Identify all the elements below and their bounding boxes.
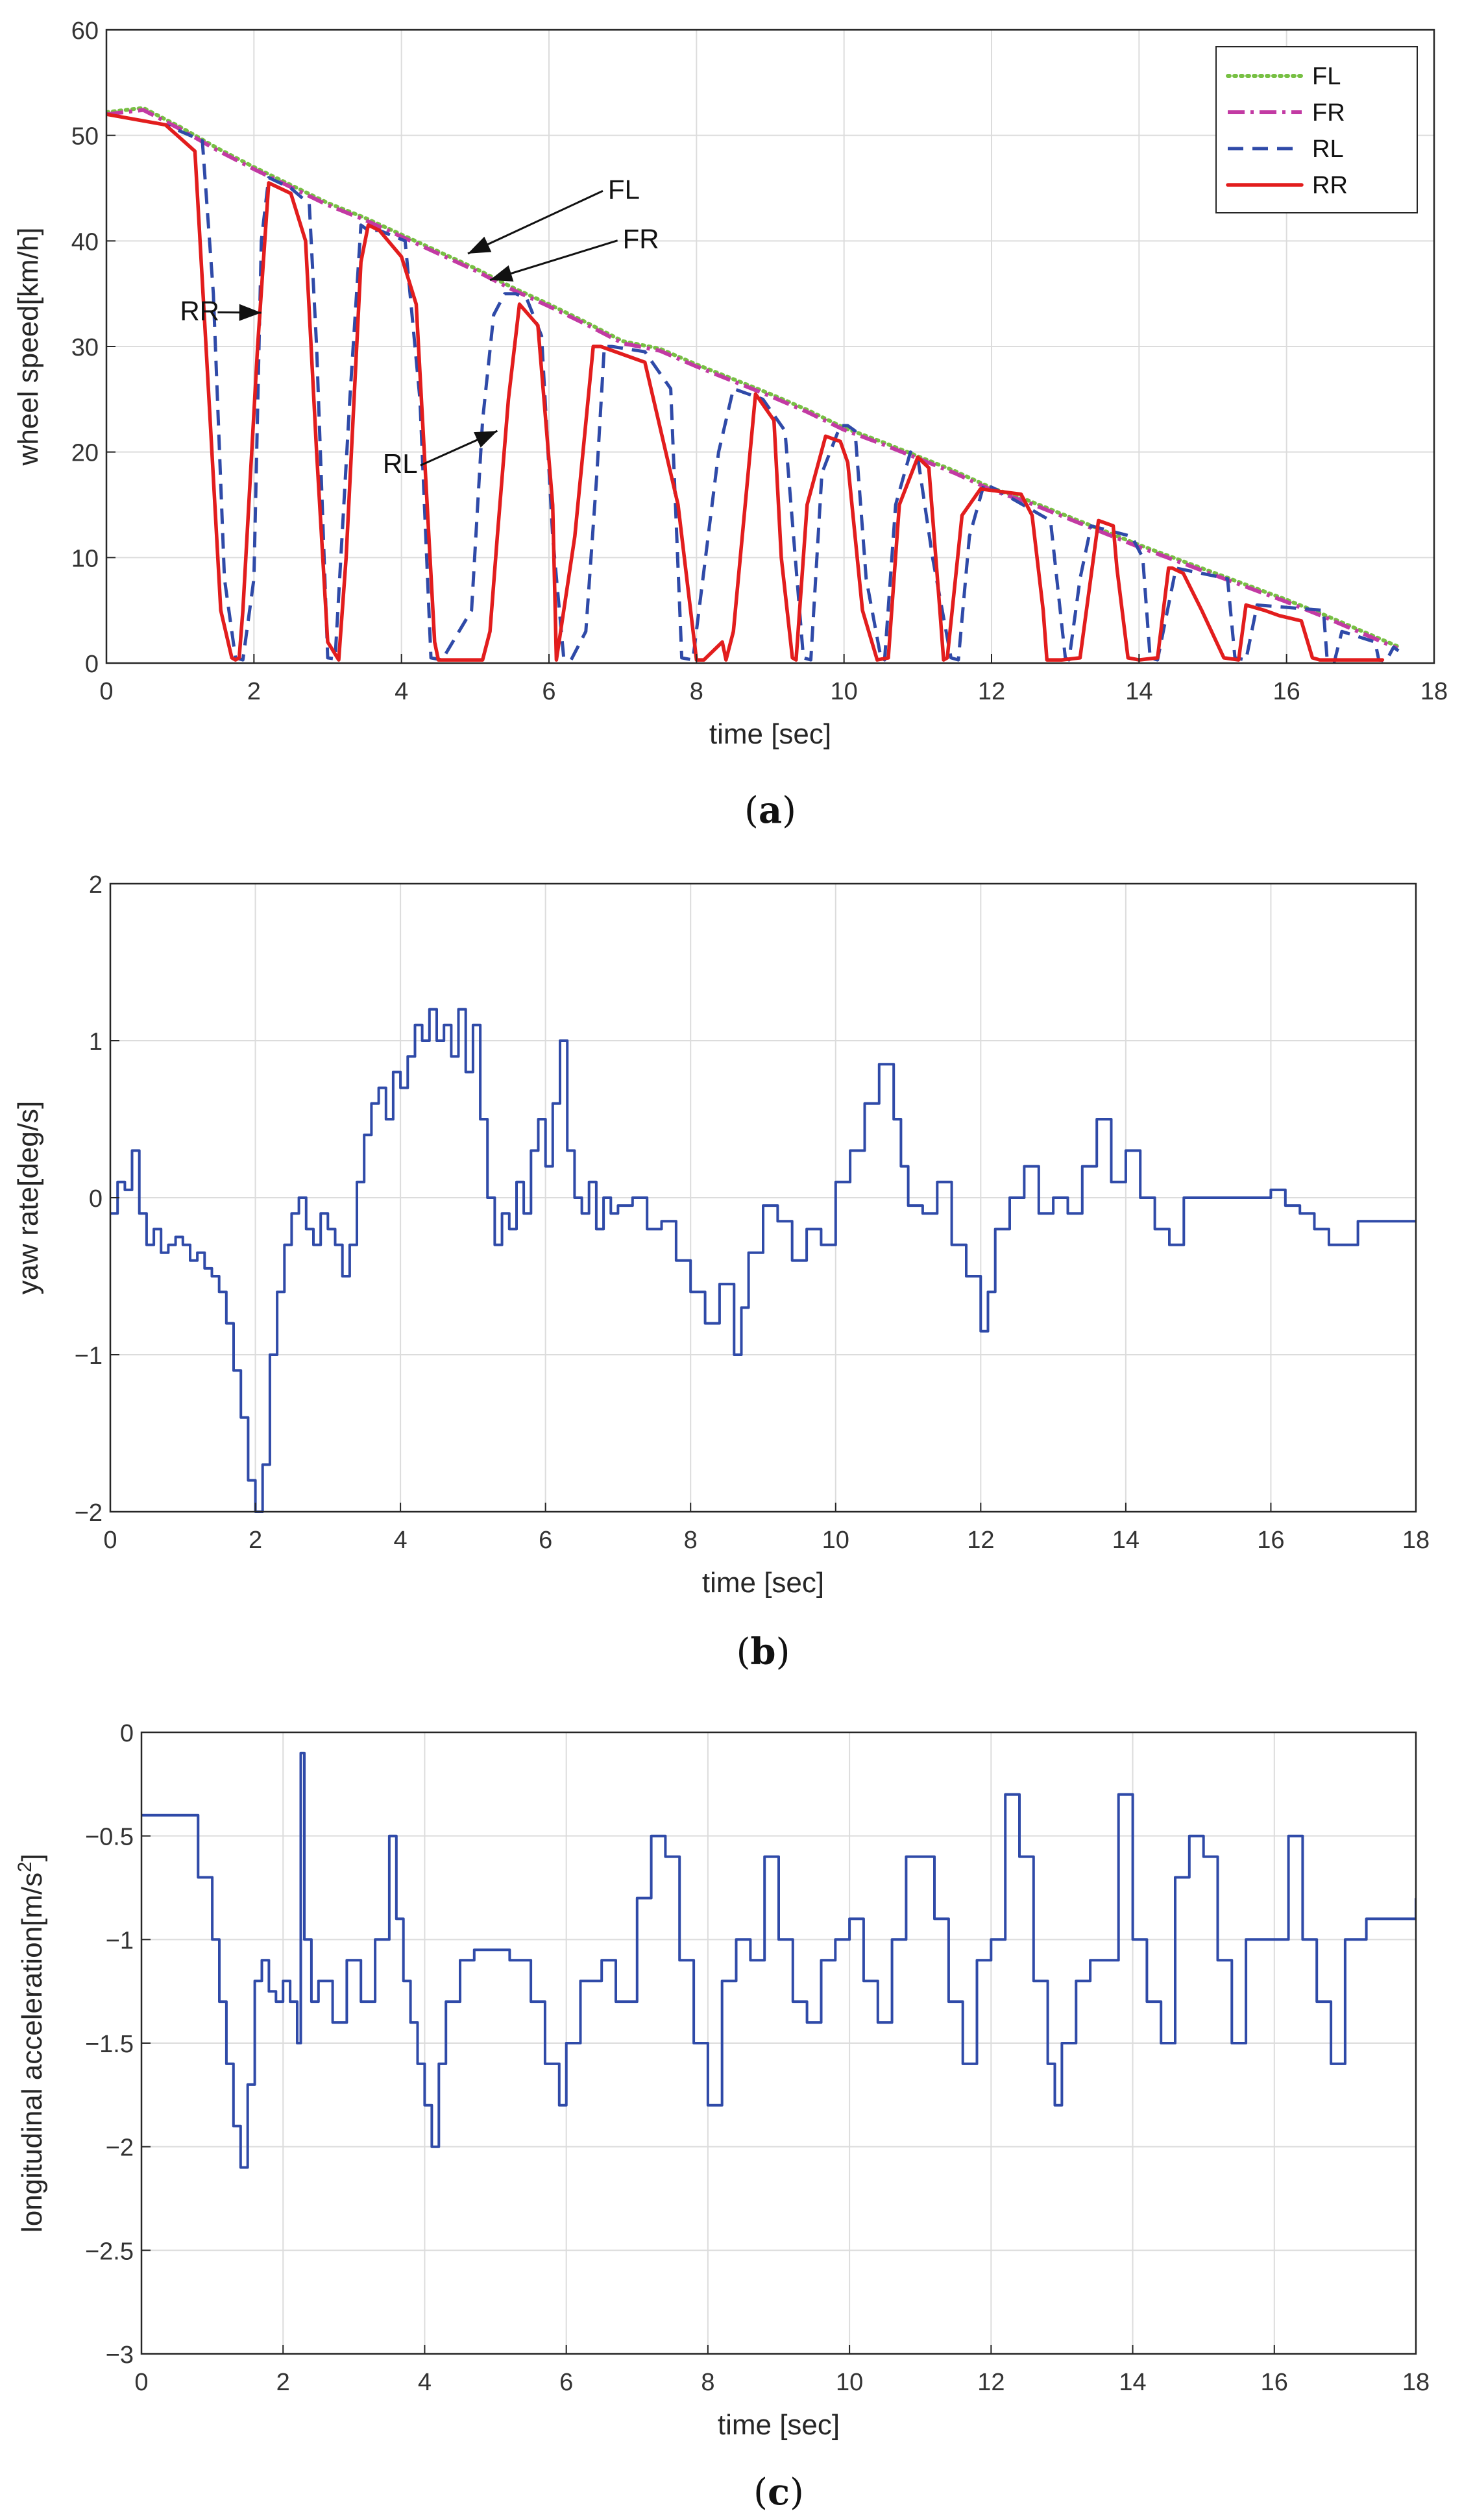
x-tick-label: 10: [822, 1527, 849, 1554]
caption-letter: b: [750, 1630, 775, 1673]
y-tick-label: −2: [75, 1499, 103, 1527]
x-tick-label: 4: [395, 678, 408, 705]
y-tick-label: −3: [106, 2342, 134, 2369]
y-tick-label: 20: [71, 440, 99, 467]
y-tick-label: 0: [120, 1720, 134, 1747]
x-tick-label: 0: [134, 2369, 148, 2396]
annotation-label-rr: RR: [180, 295, 219, 326]
caption-open: (: [744, 790, 759, 832]
x-tick-label: 8: [684, 1527, 698, 1554]
annotation-arrow-fl: [467, 189, 603, 255]
annotations: FL FR RR RL: [180, 174, 659, 479]
x-tick-label: 8: [690, 678, 703, 705]
y-axis-label-end: ]: [16, 1854, 48, 1861]
annotation-arrowhead-fr: [490, 265, 514, 282]
legend-label-fl: FL: [1312, 63, 1341, 90]
y-tick-label: −0.5: [85, 1824, 134, 1851]
caption-close: ): [776, 1631, 790, 1673]
y-tick-label: 10: [71, 545, 99, 572]
legend-label-fr: FR: [1312, 99, 1345, 127]
x-tick-label: 18: [1402, 2369, 1430, 2396]
x-tick-label: 10: [831, 678, 858, 705]
y-tick-label: −2: [106, 2135, 134, 2162]
x-axis-label: time [sec]: [718, 2409, 840, 2441]
panel-caption: (c): [753, 2471, 804, 2514]
x-tick-label: 6: [559, 2369, 573, 2396]
x-tick-label: 6: [542, 678, 555, 705]
y-tick-label: 1: [89, 1028, 103, 1056]
x-tick-label: 8: [701, 2369, 714, 2396]
caption-close: ): [782, 790, 796, 832]
x-tick-label: 12: [967, 1527, 994, 1554]
x-tick-label: 18: [1420, 678, 1448, 705]
x-tick-label: 12: [978, 678, 1005, 705]
x-tick-label: 2: [249, 1527, 262, 1554]
annotation-label-fl: FL: [608, 174, 640, 204]
series-fl: [106, 106, 1400, 648]
y-tick-label: −1: [75, 1342, 103, 1370]
y-tick-label: 30: [71, 334, 99, 361]
y-tick-label: −1.5: [85, 2031, 134, 2058]
x-tick-label: 18: [1402, 1527, 1430, 1554]
x-tick-label: 2: [247, 678, 261, 705]
x-tick-label: 16: [1261, 2369, 1288, 2396]
y-tick-label: −1: [106, 1927, 134, 1954]
x-tick-label: 2: [276, 2369, 290, 2396]
caption-open: (: [737, 1631, 751, 1673]
y-axis-label: longitudinal acceleration[m/s2]: [14, 1854, 48, 2233]
caption-open: (: [753, 2471, 768, 2514]
y-tick-label: 2: [89, 871, 103, 899]
caption-letter: a: [759, 789, 782, 832]
y-tick-label: 60: [71, 18, 99, 45]
x-tick-label: 16: [1273, 678, 1300, 705]
y-axis-label: yaw rate[deg/s]: [12, 1101, 44, 1294]
y-tick-label: 40: [71, 228, 99, 256]
caption-letter: c: [768, 2471, 790, 2514]
chart-a: 0 2 4 6 8 10 12 14 16 18 0 10 20 30 40 50 60 time [sec] wh…: [12, 18, 1448, 832]
y-tick-label: 0: [89, 1185, 103, 1213]
x-tick-label: 6: [539, 1527, 552, 1554]
x-tick-label: 0: [103, 1527, 117, 1554]
x-tick-label: 4: [418, 2369, 432, 2396]
x-axis-label: time [sec]: [702, 1567, 824, 1599]
caption-close: ): [790, 2471, 804, 2514]
x-tick-label: 14: [1112, 1527, 1139, 1554]
x-tick-label: 14: [1119, 2369, 1146, 2396]
y-axis-label-sup: 2: [14, 1861, 36, 1872]
series-yaw-rate: [110, 1008, 1416, 1513]
y-axis-label: wheel speed[km/h]: [12, 228, 44, 466]
legend-label-rl: RL: [1312, 136, 1344, 163]
chart-c: 0 2 4 6 8 10 12 14 16 18 −3 −2.5 −2 −1.5 −1 −0.5 0 time […: [14, 1720, 1430, 2514]
series-fr: [106, 108, 1398, 650]
x-tick-label: 10: [836, 2369, 863, 2396]
annotation-label-rl: RL: [383, 448, 418, 479]
annotation-arrowhead-fl: [467, 236, 492, 254]
y-axis-label-main: longitudinal acceleration[m/s: [16, 1872, 48, 2233]
x-axis-label: time [sec]: [709, 718, 831, 750]
annotation-label-fr: FR: [623, 224, 659, 254]
y-tick-label: −2.5: [85, 2238, 134, 2265]
panel-caption: (a): [744, 789, 796, 832]
x-tick-label: 12: [977, 2369, 1005, 2396]
annotation-arrowhead-rr: [239, 304, 262, 321]
x-tick-label: 4: [394, 1527, 408, 1554]
y-tick-label: 50: [71, 123, 99, 151]
x-tick-label: 0: [99, 678, 113, 705]
x-tick-label: 14: [1125, 678, 1152, 705]
annotation-arrowhead-rl: [474, 431, 498, 448]
x-tick-label: 16: [1257, 1527, 1284, 1554]
annotation-arrow-fr: [489, 239, 618, 281]
series-rr: [106, 112, 1385, 662]
y-tick-label: 0: [85, 651, 99, 678]
series-longitudinal-acceleration: [141, 1751, 1416, 2169]
legend-label-rr: RR: [1312, 172, 1348, 199]
panel-caption: (b): [737, 1630, 790, 1673]
legend: FL FR RL RR: [1215, 46, 1418, 213]
